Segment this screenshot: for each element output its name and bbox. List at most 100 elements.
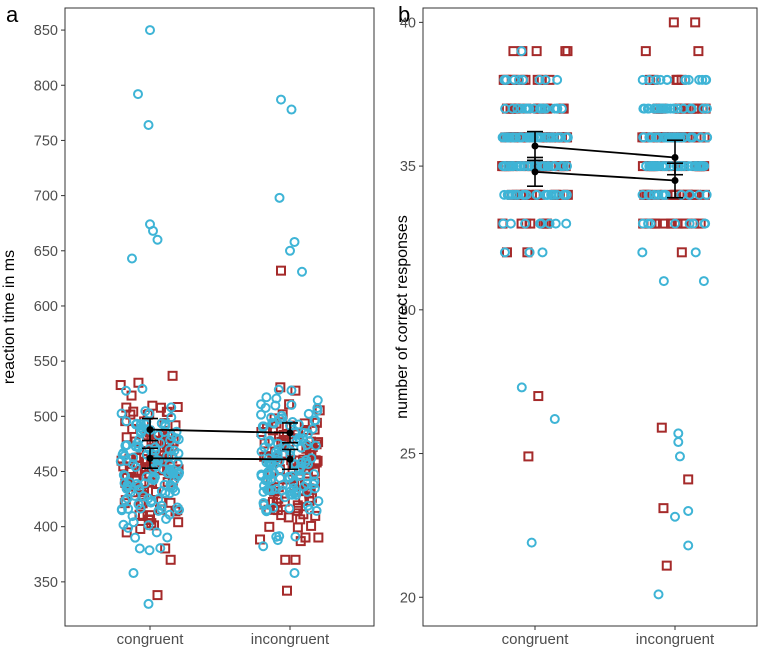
data-point-circle — [499, 247, 510, 258]
data-point-square — [279, 496, 290, 507]
data-point-circle — [116, 408, 127, 419]
data-point-square — [280, 554, 291, 565]
data-point-circle — [145, 25, 155, 36]
data-point-circle — [128, 568, 139, 579]
data-point-circle — [310, 440, 321, 451]
data-point-circle — [550, 218, 561, 229]
y-tick-label: 800 — [34, 78, 58, 94]
data-point-circle — [651, 74, 662, 85]
panel-a-plot-frame — [64, 7, 375, 627]
data-point-square — [145, 510, 156, 521]
mean-connector-line — [149, 428, 291, 434]
data-point-circle — [310, 415, 321, 426]
data-point-circle — [539, 103, 550, 114]
data-point-circle — [690, 247, 701, 258]
data-point-square — [676, 247, 687, 258]
mean-point — [146, 454, 154, 462]
data-point-circle — [164, 509, 175, 520]
data-point-square — [259, 451, 270, 462]
data-point-circle — [303, 408, 314, 419]
data-point-square — [160, 543, 171, 554]
data-point-circle — [297, 266, 307, 277]
data-point-circle — [155, 438, 166, 449]
data-point-circle — [302, 487, 313, 498]
data-point-circle — [271, 483, 282, 494]
data-point-circle — [137, 383, 148, 394]
data-point-circle — [284, 503, 295, 514]
data-point-circle — [561, 189, 572, 200]
data-point-circle — [291, 487, 302, 498]
data-point-circle — [513, 74, 524, 85]
data-point-circle — [540, 74, 551, 85]
data-point-square — [300, 532, 311, 543]
panel-b-plot-frame — [422, 7, 758, 627]
data-point-circle — [127, 511, 138, 522]
data-point-circle — [521, 103, 532, 114]
data-point-circle — [134, 543, 145, 554]
data-point-square — [126, 390, 137, 401]
y-axis-title: reaction time in ms — [1, 250, 18, 384]
data-point-circle — [123, 503, 134, 514]
y-tick-label: 450 — [34, 465, 58, 481]
data-point-circle — [143, 119, 154, 130]
data-point-circle — [264, 469, 275, 480]
data-point-circle — [279, 492, 290, 503]
data-point-square — [290, 554, 301, 565]
data-point-circle — [516, 46, 527, 57]
data-point-circle — [523, 161, 534, 172]
panel-b-y-axis: 20 25 30 35 40 — [400, 15, 423, 606]
data-point-circle — [289, 236, 300, 247]
data-point-circle — [655, 74, 666, 85]
data-point-circle — [267, 417, 278, 428]
data-point-circle — [658, 276, 669, 287]
data-point-circle — [662, 74, 673, 85]
data-point-circle — [526, 537, 537, 548]
panel-a-means — [142, 417, 298, 471]
x-tick-label-congruent: congruent — [502, 631, 570, 648]
data-point-circle — [549, 414, 560, 425]
data-point-circle — [678, 132, 689, 143]
data-point-circle — [287, 417, 298, 428]
data-point-circle — [121, 440, 132, 451]
data-point-circle — [521, 189, 532, 200]
data-point-circle — [286, 385, 297, 396]
data-point-circle — [515, 132, 526, 143]
data-point-circle — [264, 435, 275, 446]
data-point-circle — [298, 427, 309, 438]
data-point-circle — [294, 471, 305, 482]
y-tick-label: 40 — [400, 15, 416, 31]
data-point-circle — [148, 225, 158, 236]
data-point-square — [115, 380, 126, 391]
data-point-square — [666, 218, 677, 229]
data-point-circle — [309, 469, 320, 480]
data-point-circle — [672, 132, 683, 143]
data-point-circle — [135, 426, 146, 437]
data-point-circle — [151, 527, 162, 538]
data-point-circle — [147, 473, 158, 484]
data-point-circle — [536, 218, 547, 229]
data-point-circle — [275, 472, 286, 483]
data-point-square — [640, 46, 651, 57]
data-point-square — [167, 370, 178, 381]
data-point-circle — [701, 74, 712, 85]
panel-b-x-axis: congruent incongruent — [502, 626, 715, 648]
mean-connector-line — [149, 457, 291, 461]
data-point-circle — [312, 395, 323, 406]
y-tick-label: 400 — [34, 520, 58, 536]
data-point-circle — [542, 189, 553, 200]
data-point-circle — [519, 161, 530, 172]
data-point-circle — [699, 218, 710, 229]
data-point-circle — [272, 535, 283, 546]
data-point-square — [290, 385, 301, 396]
data-point-circle — [304, 504, 315, 515]
data-point-circle — [152, 234, 163, 245]
data-point-circle — [561, 132, 572, 143]
data-point-circle — [139, 478, 150, 489]
data-point-circle — [674, 451, 685, 462]
data-point-circle — [262, 476, 273, 487]
data-point-square — [165, 497, 176, 508]
y-axis-title: number of correct responses — [394, 215, 411, 419]
data-point-circle — [697, 74, 708, 85]
data-point-circle — [643, 103, 654, 114]
mean-connector-line — [534, 145, 676, 159]
